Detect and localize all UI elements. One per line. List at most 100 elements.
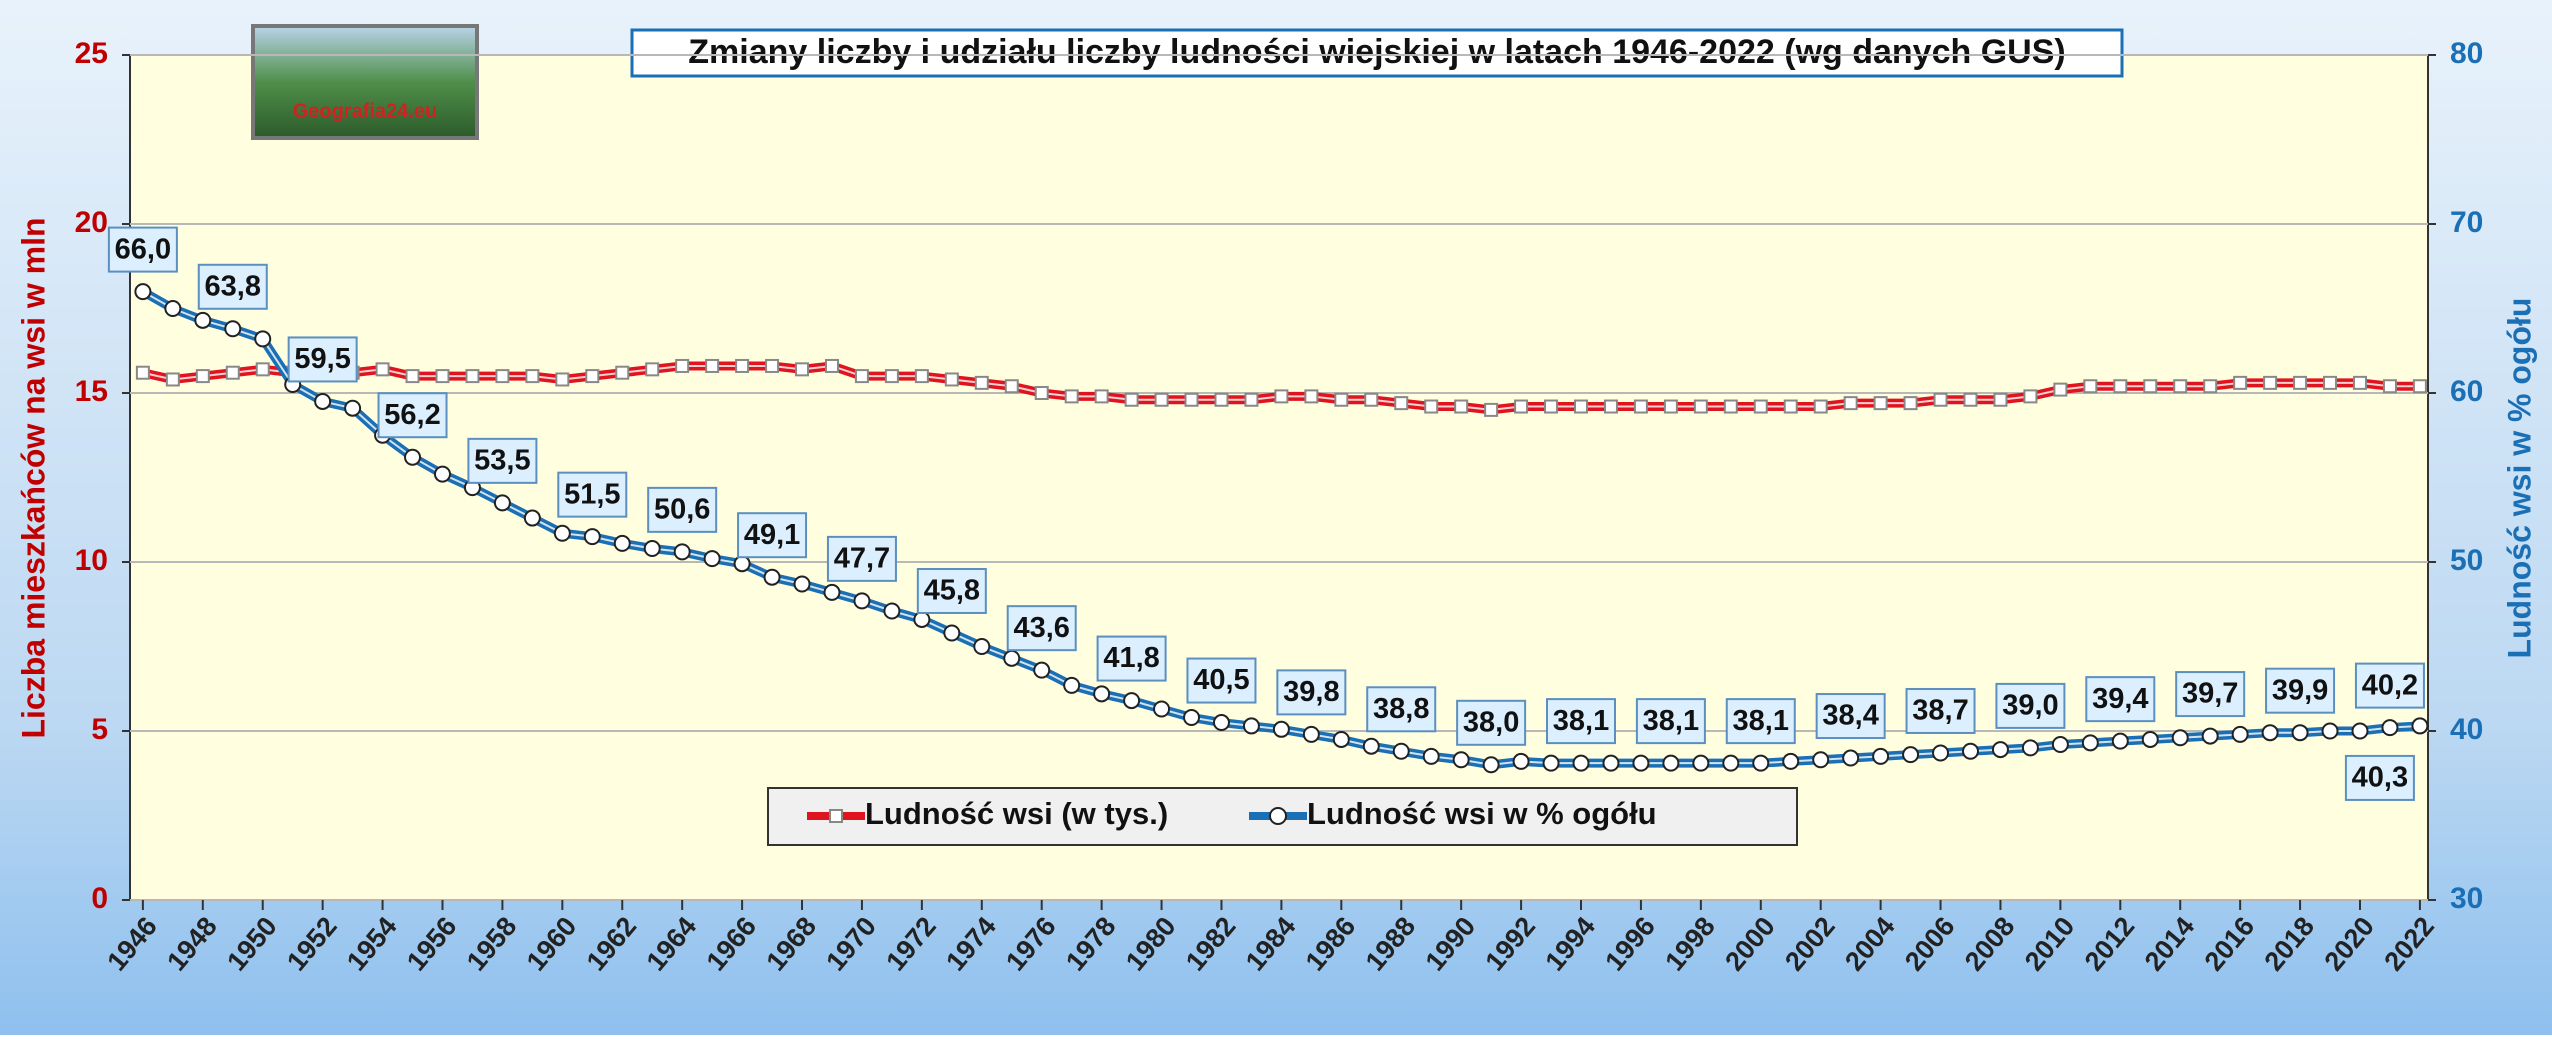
point — [257, 363, 269, 375]
page: Geografia24.eu Zmiany liczby i udziału l… — [0, 0, 2552, 1035]
point — [1905, 397, 1917, 409]
point — [466, 370, 478, 382]
point — [1004, 651, 1019, 666]
point — [1725, 401, 1737, 413]
point — [2174, 380, 2186, 392]
point — [976, 377, 988, 389]
y-tick-label: 20 — [75, 206, 108, 239]
data-label: 41,8 — [1103, 642, 1159, 674]
point — [1425, 401, 1437, 413]
data-label: 38,4 — [1822, 700, 1878, 732]
data-label: 39,8 — [1283, 676, 1339, 708]
data-label: 39,0 — [2002, 690, 2058, 722]
point — [345, 401, 360, 416]
point — [1813, 752, 1828, 767]
data-label: 45,8 — [924, 575, 980, 607]
data-label: 63,8 — [205, 270, 261, 302]
point — [1665, 401, 1677, 413]
point — [1575, 401, 1587, 413]
point — [645, 541, 660, 556]
data-label: 39,4 — [2092, 683, 2148, 715]
point — [1484, 757, 1499, 772]
point — [706, 360, 718, 372]
point — [1663, 756, 1678, 771]
point — [705, 551, 720, 566]
point — [1424, 749, 1439, 764]
point — [2382, 720, 2397, 735]
point — [2023, 740, 2038, 755]
point — [2144, 380, 2156, 392]
data-label: 50,6 — [654, 494, 710, 526]
point — [974, 639, 989, 654]
point — [1635, 401, 1647, 413]
point — [555, 526, 570, 541]
point — [1633, 756, 1648, 771]
point — [1994, 394, 2006, 406]
point — [675, 544, 690, 559]
point — [826, 360, 838, 372]
point — [137, 367, 149, 379]
point — [165, 301, 180, 316]
point — [1454, 752, 1469, 767]
point — [436, 370, 448, 382]
point — [2323, 724, 2338, 739]
point — [1753, 756, 1768, 771]
point — [1184, 710, 1199, 725]
point — [2294, 377, 2306, 389]
data-label: 39,7 — [2182, 678, 2238, 710]
point — [195, 313, 210, 328]
legend-marker — [1270, 808, 1286, 824]
data-label: 38,1 — [1733, 705, 1789, 737]
y2-tick-label: 60 — [2450, 375, 2483, 408]
point — [1935, 394, 1947, 406]
y-tick-label: 15 — [75, 375, 108, 408]
data-label: 39,9 — [2272, 674, 2328, 706]
point — [884, 604, 899, 619]
point — [2053, 737, 2068, 752]
point — [2083, 735, 2098, 750]
y-tick-label: 10 — [75, 544, 108, 577]
point — [167, 373, 179, 385]
point — [1605, 401, 1617, 413]
data-label: 38,1 — [1643, 705, 1699, 737]
point — [2143, 732, 2158, 747]
y-tick-label: 25 — [75, 37, 108, 70]
point — [676, 360, 688, 372]
legend-label: Ludność wsi (w tys.) — [865, 796, 1168, 831]
point — [1066, 390, 1078, 402]
point — [525, 511, 540, 526]
point — [227, 367, 239, 379]
point — [1783, 754, 1798, 769]
y2-tick-label: 80 — [2450, 37, 2483, 70]
point — [944, 625, 959, 640]
point — [1244, 718, 1259, 733]
data-label: 49,1 — [744, 519, 800, 551]
y-axis-title: Liczba mieszkańców na wsi w mln — [15, 217, 51, 738]
point — [886, 370, 898, 382]
point — [1514, 754, 1529, 769]
point — [1993, 742, 2008, 757]
point — [2203, 729, 2218, 744]
point — [1963, 744, 1978, 759]
data-label: 38,1 — [1553, 705, 1609, 737]
point — [1154, 702, 1169, 717]
point — [1933, 745, 1948, 760]
point — [1006, 380, 1018, 392]
point — [1695, 401, 1707, 413]
point — [1126, 394, 1138, 406]
point — [946, 373, 958, 385]
point — [1544, 756, 1559, 771]
data-label: 38,8 — [1373, 693, 1429, 725]
point — [526, 370, 538, 382]
point — [197, 370, 209, 382]
data-label: 53,5 — [474, 445, 530, 477]
point — [1186, 394, 1198, 406]
point — [556, 373, 568, 385]
point — [1485, 404, 1497, 416]
y2-tick-label: 50 — [2450, 544, 2483, 577]
point — [1275, 390, 1287, 402]
data-label: 47,7 — [834, 543, 890, 575]
point — [1305, 390, 1317, 402]
point — [135, 284, 150, 299]
point — [1274, 722, 1289, 737]
